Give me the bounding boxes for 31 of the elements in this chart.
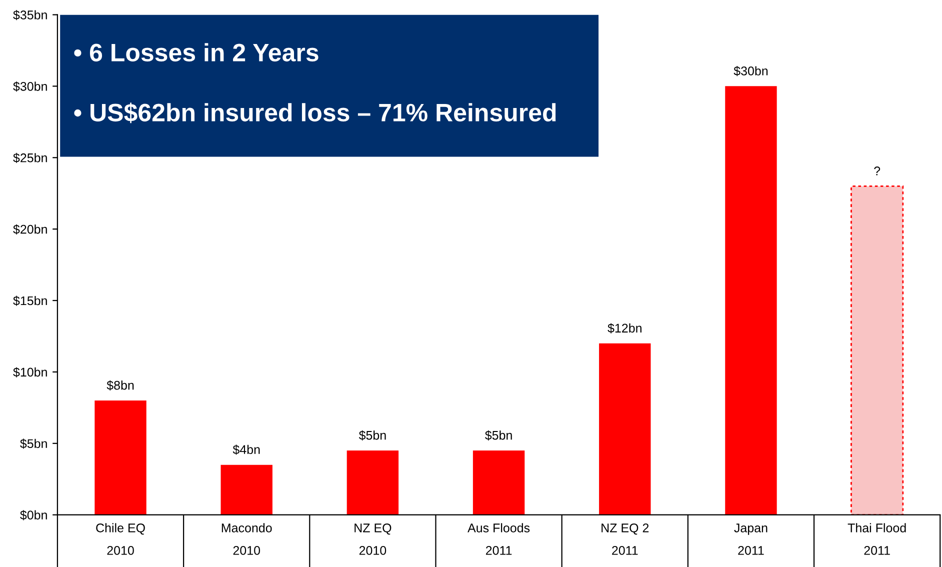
data-label: $4bn <box>232 444 260 455</box>
x-tick-label: Aus Floods 2011 <box>468 523 530 555</box>
data-label: $12bn <box>608 323 642 334</box>
y-tick-label: $20bn <box>13 224 47 234</box>
y-tick-label: $35bn <box>13 10 47 20</box>
y-tick-label: $10bn <box>13 367 47 378</box>
bar <box>725 86 777 515</box>
bar <box>472 450 525 515</box>
x-tick-label: Chile EQ 2010 <box>96 523 145 555</box>
x-tick-label: NZ EQ 2010 <box>354 524 392 555</box>
x-tick-label: Thai Flood 2011 <box>848 523 906 555</box>
x-tick-label: Macondo 2010 <box>222 523 272 555</box>
y-tick-label: $5bn <box>20 438 47 449</box>
y-tick-label: $0bn <box>20 510 47 520</box>
y-tick-label: $25bn <box>13 152 47 164</box>
x-tick-label: Japan 2011 <box>734 524 768 555</box>
x-tick-label: NZ EQ 2 2011 <box>602 524 649 555</box>
data-label: $5bn <box>485 430 512 440</box>
data-label: $8bn <box>106 380 134 390</box>
data-label: ? <box>874 166 880 176</box>
bar <box>599 343 651 515</box>
bar <box>94 400 146 515</box>
y-tick-label: $15bn <box>13 296 47 306</box>
data-label: $5bn <box>358 430 386 440</box>
data-label: $30bn <box>734 66 768 76</box>
y-tick-label: $30bn <box>13 81 47 92</box>
bar <box>346 450 399 515</box>
annotation: • 6 Losses in 2 Years <box>74 43 318 62</box>
annotation: • US$62bn insured loss – 71% Reinsured <box>74 102 556 124</box>
bar <box>220 464 272 515</box>
bar <box>850 186 904 515</box>
